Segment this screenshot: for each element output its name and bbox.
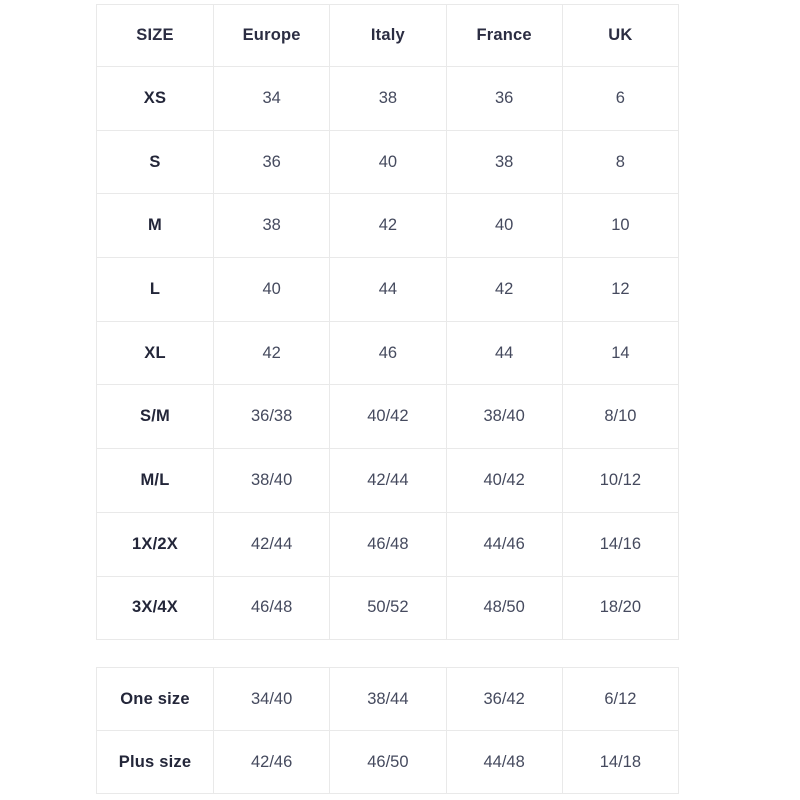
size-label-cell: M/L <box>96 448 214 513</box>
france-value-cell: 38/40 <box>445 384 563 450</box>
europe-value-cell: 46/48 <box>212 575 331 641</box>
france-value-cell: 44/48 <box>445 730 563 794</box>
italy-value-cell: 38 <box>329 66 447 131</box>
europe-value-cell: 42 <box>212 320 331 386</box>
size-label-cell: Plus size <box>96 730 214 794</box>
size-label-cell: XS <box>96 66 214 131</box>
france-value-cell: 40/42 <box>445 448 563 513</box>
uk-value-cell: 10/12 <box>561 448 680 513</box>
table-row: L 40 44 42 12 <box>96 257 680 322</box>
column-header-uk: UK <box>561 4 680 67</box>
italy-value-cell: 42/44 <box>329 448 447 513</box>
uk-value-cell: 18/20 <box>561 575 680 641</box>
table-row: XL 42 46 44 14 <box>96 320 680 386</box>
italy-value-cell: 40 <box>329 129 447 195</box>
size-label-cell: M <box>96 193 214 259</box>
general-size-conversion-table: One size 34/40 38/44 36/42 6/12 Plus siz… <box>96 667 680 794</box>
europe-value-cell: 34 <box>212 66 331 131</box>
table-row: M 38 42 40 10 <box>96 193 680 259</box>
france-value-cell: 40 <box>445 193 563 259</box>
uk-value-cell: 14 <box>561 320 680 386</box>
europe-value-cell: 42/44 <box>212 511 331 577</box>
europe-value-cell: 42/46 <box>212 730 331 794</box>
size-label-cell: L <box>96 257 214 322</box>
europe-value-cell: 40 <box>212 257 331 322</box>
size-label-cell: XL <box>96 320 214 386</box>
table-row: 3X/4X 46/48 50/52 48/50 18/20 <box>96 575 680 641</box>
table-row: 1X/2X 42/44 46/48 44/46 14/16 <box>96 511 680 577</box>
size-label-cell: S/M <box>96 384 214 450</box>
column-header-size: SIZE <box>96 4 214 67</box>
europe-value-cell: 36 <box>212 129 331 195</box>
italy-value-cell: 50/52 <box>329 575 447 641</box>
italy-value-cell: 46/48 <box>329 511 447 577</box>
france-value-cell: 42 <box>445 257 563 322</box>
uk-value-cell: 8 <box>561 129 680 195</box>
uk-value-cell: 14/18 <box>561 730 680 794</box>
uk-value-cell: 12 <box>561 257 680 322</box>
italy-value-cell: 44 <box>329 257 447 322</box>
europe-value-cell: 34/40 <box>212 667 331 731</box>
table-row: One size 34/40 38/44 36/42 6/12 <box>96 667 680 731</box>
table-row: M/L 38/40 42/44 40/42 10/12 <box>96 448 680 513</box>
italy-value-cell: 46 <box>329 320 447 386</box>
france-value-cell: 36/42 <box>445 667 563 731</box>
size-label-cell: S <box>96 129 214 195</box>
uk-value-cell: 8/10 <box>561 384 680 450</box>
size-label-cell: 1X/2X <box>96 511 214 577</box>
table-body: One size 34/40 38/44 36/42 6/12 Plus siz… <box>96 667 680 794</box>
uk-value-cell: 6/12 <box>561 667 680 731</box>
table-row: S/M 36/38 40/42 38/40 8/10 <box>96 384 680 450</box>
uk-value-cell: 10 <box>561 193 680 259</box>
europe-value-cell: 38 <box>212 193 331 259</box>
table-header: SIZE Europe Italy France UK <box>96 4 680 67</box>
column-header-italy: Italy <box>329 4 447 67</box>
italy-value-cell: 42 <box>329 193 447 259</box>
france-value-cell: 44/46 <box>445 511 563 577</box>
italy-value-cell: 46/50 <box>329 730 447 794</box>
france-value-cell: 48/50 <box>445 575 563 641</box>
column-header-europe: Europe <box>212 4 331 67</box>
table-header-row: SIZE Europe Italy France UK <box>96 4 680 67</box>
italy-value-cell: 40/42 <box>329 384 447 450</box>
table-row: S 36 40 38 8 <box>96 129 680 195</box>
europe-value-cell: 36/38 <box>212 384 331 450</box>
uk-value-cell: 14/16 <box>561 511 680 577</box>
table-row: Plus size 42/46 46/50 44/48 14/18 <box>96 730 680 794</box>
france-value-cell: 44 <box>445 320 563 386</box>
france-value-cell: 38 <box>445 129 563 195</box>
size-label-cell: One size <box>96 667 214 731</box>
size-label-cell: 3X/4X <box>96 575 214 641</box>
italy-value-cell: 38/44 <box>329 667 447 731</box>
table-body: XS 34 38 36 6 S 36 40 38 8 M 38 42 40 10 <box>96 66 680 641</box>
france-value-cell: 36 <box>445 66 563 131</box>
column-header-france: France <box>445 4 563 67</box>
size-conversion-table: SIZE Europe Italy France UK XS 34 38 36 … <box>96 4 680 641</box>
europe-value-cell: 38/40 <box>212 448 331 513</box>
table-row: XS 34 38 36 6 <box>96 66 680 131</box>
uk-value-cell: 6 <box>561 66 680 131</box>
